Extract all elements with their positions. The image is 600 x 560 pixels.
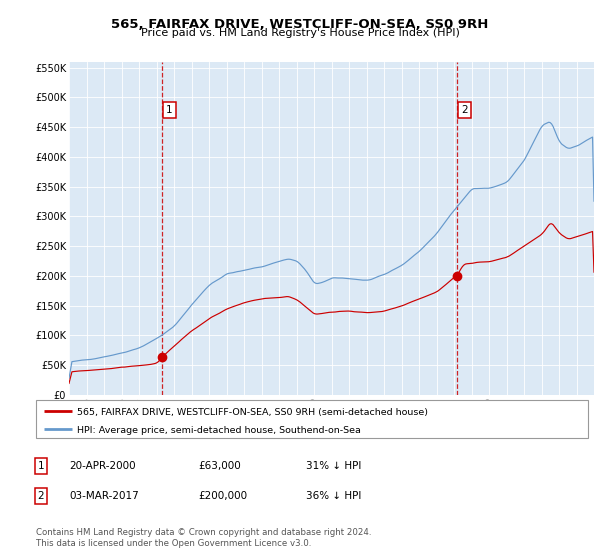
Text: 1: 1	[37, 461, 44, 471]
Text: 20-APR-2000: 20-APR-2000	[69, 461, 136, 471]
Text: 565, FAIRFAX DRIVE, WESTCLIFF-ON-SEA, SS0 9RH: 565, FAIRFAX DRIVE, WESTCLIFF-ON-SEA, SS…	[112, 18, 488, 31]
Text: HPI: Average price, semi-detached house, Southend-on-Sea: HPI: Average price, semi-detached house,…	[77, 426, 361, 435]
Text: 2: 2	[37, 491, 44, 501]
Text: 03-MAR-2017: 03-MAR-2017	[69, 491, 139, 501]
Text: £63,000: £63,000	[198, 461, 241, 471]
Text: 31% ↓ HPI: 31% ↓ HPI	[306, 461, 361, 471]
Text: Contains HM Land Registry data © Crown copyright and database right 2024.
This d: Contains HM Land Registry data © Crown c…	[36, 528, 371, 548]
Text: Price paid vs. HM Land Registry's House Price Index (HPI): Price paid vs. HM Land Registry's House …	[140, 28, 460, 38]
Text: £200,000: £200,000	[198, 491, 247, 501]
Text: 565, FAIRFAX DRIVE, WESTCLIFF-ON-SEA, SS0 9RH (semi-detached house): 565, FAIRFAX DRIVE, WESTCLIFF-ON-SEA, SS…	[77, 408, 428, 417]
Text: 1: 1	[166, 105, 173, 115]
Text: 36% ↓ HPI: 36% ↓ HPI	[306, 491, 361, 501]
Text: 2: 2	[461, 105, 468, 115]
